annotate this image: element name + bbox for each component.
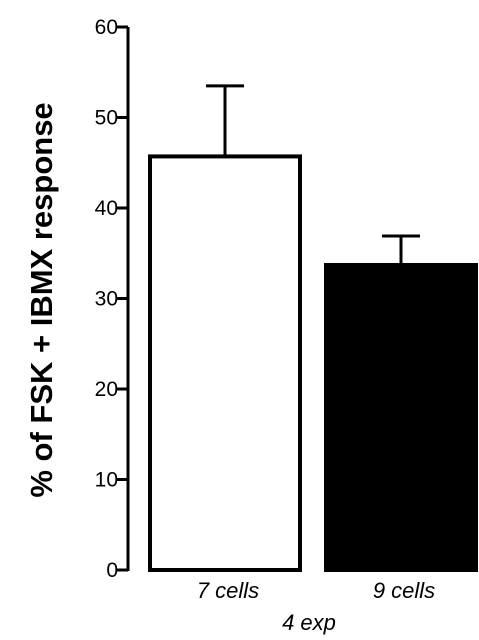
category-label-2: 9 cells: [373, 578, 435, 603]
y-axis-label: % of FSK + IBMX response: [24, 102, 59, 497]
y-tick-label-50: 50: [95, 107, 118, 130]
y-tick-label-40: 40: [95, 197, 118, 220]
bar-2: [324, 263, 478, 572]
y-tick-label-60: 60: [95, 16, 118, 39]
category-label-1: 7 cells: [197, 578, 259, 603]
category-labels: 7 cells 9 cells: [197, 578, 435, 603]
y-axis: 0 10 20 30 40 50 60: [95, 16, 130, 582]
experiment-count-label: 4 exp: [282, 610, 336, 635]
y-tick-label-10: 10: [95, 469, 118, 492]
bar-1: [148, 154, 302, 572]
y-tick-label-0: 0: [106, 559, 118, 582]
y-tick-label-20: 20: [95, 378, 118, 401]
bars: [148, 154, 478, 572]
error-bars: [206, 84, 420, 266]
y-tick-label-30: 30: [95, 288, 118, 311]
